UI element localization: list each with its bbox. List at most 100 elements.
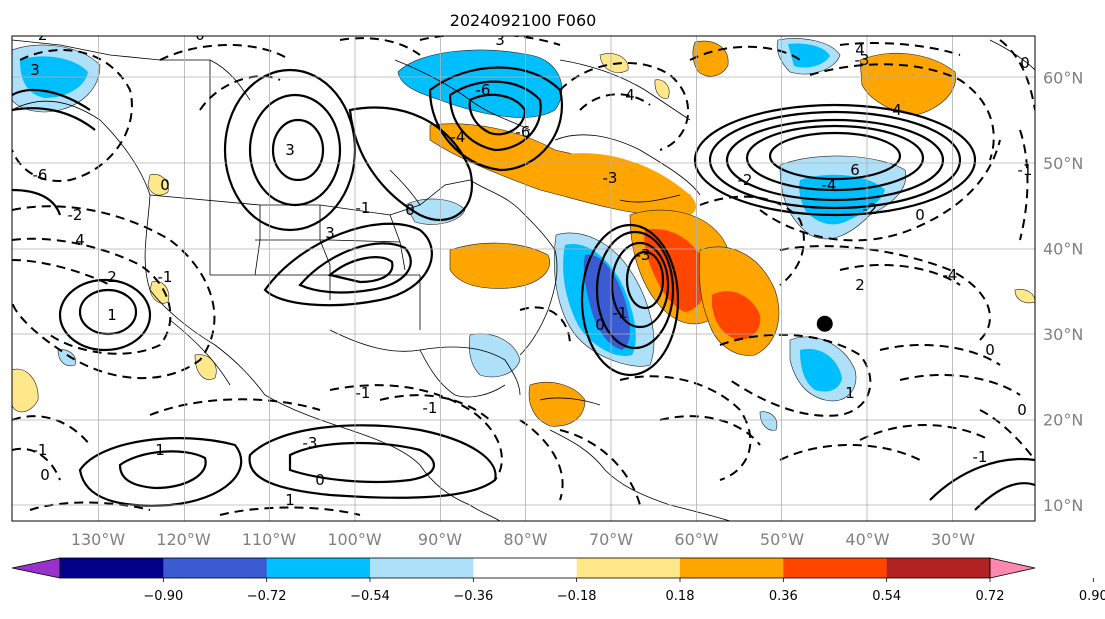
contour-label: 1 (107, 306, 117, 324)
map-frame (11, 35, 1036, 522)
contour-label: 2 (107, 268, 117, 286)
contour-label: 0 (1017, 401, 1027, 419)
contour-label: 1 (155, 441, 165, 459)
gridlines (12, 36, 1035, 521)
lat-label: 30°N (1043, 325, 1083, 344)
contour-label: -3 (303, 434, 318, 452)
colorbar-tick-label: 0.36 (769, 589, 798, 604)
contour-label: 3 (325, 224, 335, 242)
colorbar-tick-label: 0.72 (976, 589, 1005, 604)
colorbar-segment (473, 558, 578, 578)
contour-label: 0 (315, 471, 325, 489)
contour-label: 0 (1020, 54, 1030, 72)
lon-label: 120°W (156, 530, 211, 549)
contour-label: -2 (738, 171, 753, 189)
contour-label: 0 (195, 26, 205, 44)
lon-label: 70°W (589, 530, 633, 549)
negative-contour-layer (12, 36, 1035, 516)
contour-label: 4 (75, 231, 85, 249)
colorbar-segment (680, 558, 784, 578)
colorbar-segment (783, 558, 888, 578)
colorbar-arrow-right (989, 557, 1036, 579)
contour-label: -2 (68, 206, 83, 224)
contour-label: 3 (285, 141, 295, 159)
lat-label: 40°N (1043, 240, 1083, 259)
lon-label: 60°W (674, 530, 718, 549)
colorbar-frame (59, 557, 991, 579)
contour-label: -3 (855, 51, 870, 69)
contour-label: 1 (845, 384, 855, 402)
contour-label: -6 (516, 123, 531, 141)
longitude-labels: 130°W 120°W 110°W 100°W 90°W 80°W 70°W 60°W 50°W… (71, 530, 975, 549)
contour-label: -4 (822, 176, 837, 194)
contour-label: -2 (33, 26, 48, 44)
contour-label: 4 (892, 101, 902, 119)
contour-label: 4 (625, 86, 635, 104)
latitude-labels: 60°N 50°N 40°N 30°N 20°N 10°N (1043, 69, 1083, 516)
colorbar-tick-label: −0.90 (143, 589, 183, 604)
lon-label: 50°W (760, 530, 804, 549)
contour-label: 1 (285, 491, 295, 509)
contour-label: 0 (985, 341, 995, 359)
colorbar-tick-label: 0.90 (1079, 589, 1105, 604)
colorbar-segment (576, 558, 681, 578)
contour-label: -6 (33, 166, 48, 184)
colorbar (11, 557, 1036, 579)
contour-label: 0 (160, 176, 170, 194)
colorbar-tick-label: −0.72 (247, 589, 287, 604)
lat-label: 20°N (1043, 411, 1083, 430)
contour-label: -1 (613, 304, 628, 322)
colorbar-tick-label: −0.54 (350, 589, 390, 604)
colorbar-segment (60, 558, 164, 578)
lat-label: 60°N (1043, 69, 1083, 88)
colorbar-tick-labels: −0.90 −0.72 −0.54 −0.36 −0.18 0.18 0.36 0.54 0.7… (143, 578, 1105, 604)
contour-label: -6 (476, 81, 491, 99)
contour-labels: -2 0 34-63-64-3 04-6-4-3 -4-16-24-2-2 0-3-423… (30, 26, 1033, 509)
contour-label: 3 (30, 61, 40, 79)
contour-label: 0 (405, 201, 415, 219)
lon-label: 80°W (503, 530, 547, 549)
lon-label: 110°W (242, 530, 297, 549)
contour-label: 4 (855, 41, 865, 59)
contour-label: 3 (495, 31, 505, 49)
contour-label: 0 (915, 206, 925, 224)
colorbar-arrow-left (11, 557, 61, 579)
colorbar-segment (163, 558, 268, 578)
contour-label: -1 (33, 441, 48, 459)
colorbar-tick-label: 0.18 (666, 589, 695, 604)
coastline-layer (12, 39, 1035, 521)
contour-label: 0 (595, 316, 605, 334)
contour-label: -1 (356, 199, 371, 217)
map-panel: -2 0 34-63-64-3 04-6-4-3 -4-16-24-2-2 0-3-423… (12, 26, 1035, 521)
lat-label: 50°N (1043, 154, 1083, 173)
contour-label: -1 (1018, 161, 1033, 179)
colorbar-segment (370, 558, 474, 578)
storm-position-marker (816, 315, 833, 332)
colorbar-tick-label: −0.18 (557, 589, 597, 604)
contour-label: -1 (973, 448, 988, 466)
lat-label: 10°N (1043, 496, 1083, 515)
colorbar-tick-label: −0.36 (453, 589, 493, 604)
contour-label: -4 (943, 266, 958, 284)
lon-label: 40°W (845, 530, 889, 549)
contour-label: -1 (158, 268, 173, 286)
lon-label: 130°W (71, 530, 126, 549)
colorbar-segment (886, 558, 991, 578)
lon-label: 90°W (418, 530, 462, 549)
colorbar-tick-label: 0.54 (872, 589, 901, 604)
contour-label: -2 (863, 200, 878, 218)
contour-label: -1 (356, 384, 371, 402)
colorbar-segment (266, 558, 371, 578)
contour-label: -4 (451, 128, 466, 146)
lon-label: 30°W (931, 530, 975, 549)
contour-label: -3 (636, 246, 651, 264)
contour-label: -1 (423, 399, 438, 417)
figure-title: 2024092100 F060 (450, 11, 597, 30)
contour-label: -3 (603, 169, 618, 187)
contour-label: 2 (855, 276, 865, 294)
contour-label: 6 (850, 161, 860, 179)
lon-label: 100°W (327, 530, 382, 549)
contour-label: 0 (40, 466, 50, 484)
